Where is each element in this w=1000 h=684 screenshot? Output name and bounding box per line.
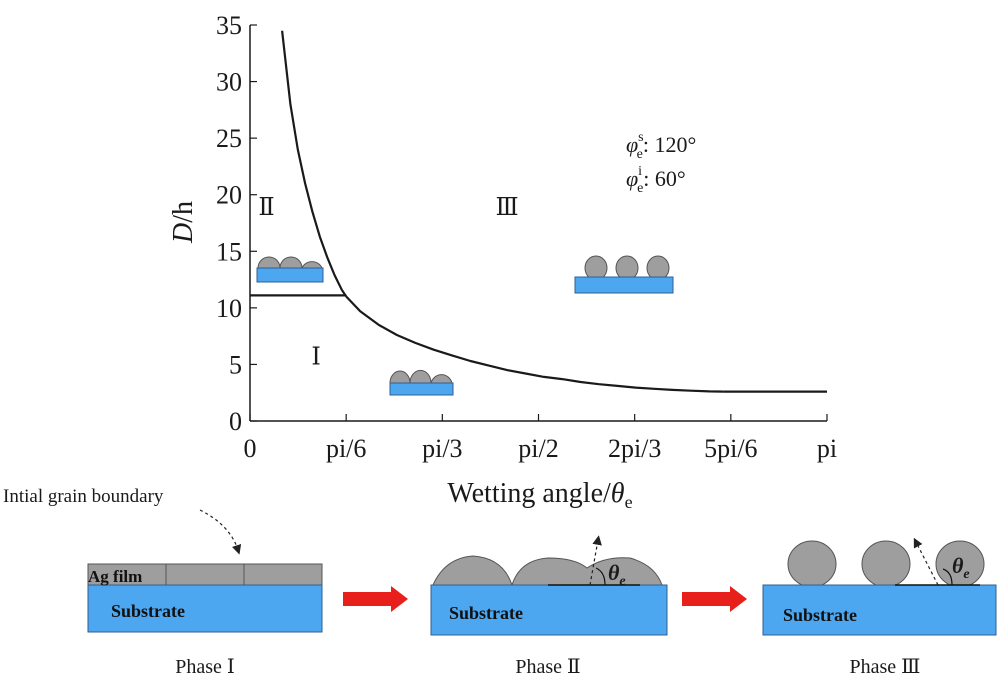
y-tick-label: 30: [216, 68, 242, 97]
phase-ii-substrate-label: Substrate: [449, 603, 523, 623]
phase-ii-tangent-arrow: [589, 535, 602, 586]
x-tick-label: pi: [817, 434, 837, 463]
region-i-substrate: [389, 382, 454, 396]
region-ii-grains: [257, 256, 323, 269]
dewetting-schematic: Intial grain boundary Ag film Substrate …: [3, 486, 997, 678]
annotation-line-1: φs e: 120°: [626, 130, 696, 162]
phase-iii-substrate: [762, 584, 997, 636]
phase-iii-angle-arc: [942, 568, 953, 586]
phase-ii-grains: [432, 555, 663, 587]
x-tick-label: pi/3: [422, 434, 462, 463]
boundary-curve-2: [345, 295, 724, 393]
y-tick-label: 35: [216, 11, 242, 40]
x-tick-label: 5pi/6: [704, 434, 757, 463]
region-i-grains: [389, 369, 453, 384]
region-iii-substrate: [574, 276, 674, 294]
y-tick-label: 25: [216, 124, 242, 153]
phase-ii-label: Phase Ⅱ: [515, 656, 580, 678]
ag-film-label: Ag film: [88, 567, 142, 586]
transition-arrow-2: [682, 586, 747, 612]
phase-i-label: Phase Ⅰ: [175, 656, 235, 678]
phase-iii-label: Phase Ⅲ: [850, 656, 921, 678]
region-iii-grain-1: [584, 255, 608, 281]
region-ii-film-icon: [256, 256, 324, 283]
y-tick-label: 10: [216, 294, 242, 323]
grain-boundary-pointer-arrow: [199, 509, 242, 555]
region-iii-grain-2: [615, 255, 639, 281]
phase-diagram-chart: 0 5 10 15 20 25 30 35 0 pi/6 pi/3 pi/2 2pi/3 5pi/6 pi…: [168, 11, 837, 512]
phase-ii-theta-label: θe: [608, 560, 626, 589]
annotation-line-2: φi e: 60°: [626, 164, 686, 196]
x-ticks: 0 pi/6 pi/3 pi/2 2pi/3 5pi/6 pi: [244, 414, 837, 463]
phase-i-panel: Ag film Substrate Phase Ⅰ: [87, 563, 323, 678]
x-tick-label: pi/6: [326, 434, 366, 463]
plot-lines: [250, 30, 827, 393]
phase-ii-angle-arc: [595, 567, 606, 586]
region-iii-grain-3: [646, 255, 670, 281]
initial-grain-boundary-label: Intial grain boundary: [3, 486, 164, 507]
phase-i-substrate: [87, 584, 323, 633]
x-tick-label: 0: [244, 434, 257, 463]
x-tick-label: pi/2: [518, 434, 558, 463]
y-axis-label: D/h: [168, 201, 199, 244]
y-tick-label: 20: [216, 181, 242, 210]
region-labels: Ⅱ Ⅰ Ⅲ: [258, 195, 518, 370]
contact-angle-annotation: φs e: 120° φi e: 60°: [626, 130, 696, 196]
region-label: Ⅲ: [496, 195, 519, 221]
phase-iii-tangent-arrow: [913, 537, 939, 586]
phase-ii-panel: θe Substrate Phase Ⅱ: [430, 535, 668, 678]
y-tick-label: 0: [229, 407, 242, 436]
phase-ii-substrate: [430, 584, 668, 636]
phase-i-substrate-label: Substrate: [111, 601, 185, 621]
region-ii-substrate: [256, 267, 324, 283]
region-i-film-icon: [389, 369, 454, 396]
x-axis-label: Wetting angle/θe: [447, 478, 632, 512]
region-label: Ⅱ: [258, 195, 274, 221]
transition-arrow-1: [343, 586, 408, 612]
phase-iii-panel: θe Substrate Phase Ⅲ: [762, 537, 997, 678]
phase-iii-substrate-label: Substrate: [783, 605, 857, 625]
phase-iii-theta-label: θe: [952, 553, 970, 582]
region-iii-film-icon: [574, 255, 674, 294]
boundary-curve-1: [281, 30, 348, 298]
y-tick-label: 5: [229, 350, 242, 379]
phase-iii-grain-1: [787, 540, 837, 588]
y-tick-label: 15: [216, 237, 242, 266]
x-tick-label: 2pi/3: [608, 434, 661, 463]
phase-iii-grain-2: [861, 540, 911, 588]
y-ticks: 0 5 10 15 20 25 30 35: [216, 11, 257, 436]
region-label: Ⅰ: [311, 344, 320, 370]
